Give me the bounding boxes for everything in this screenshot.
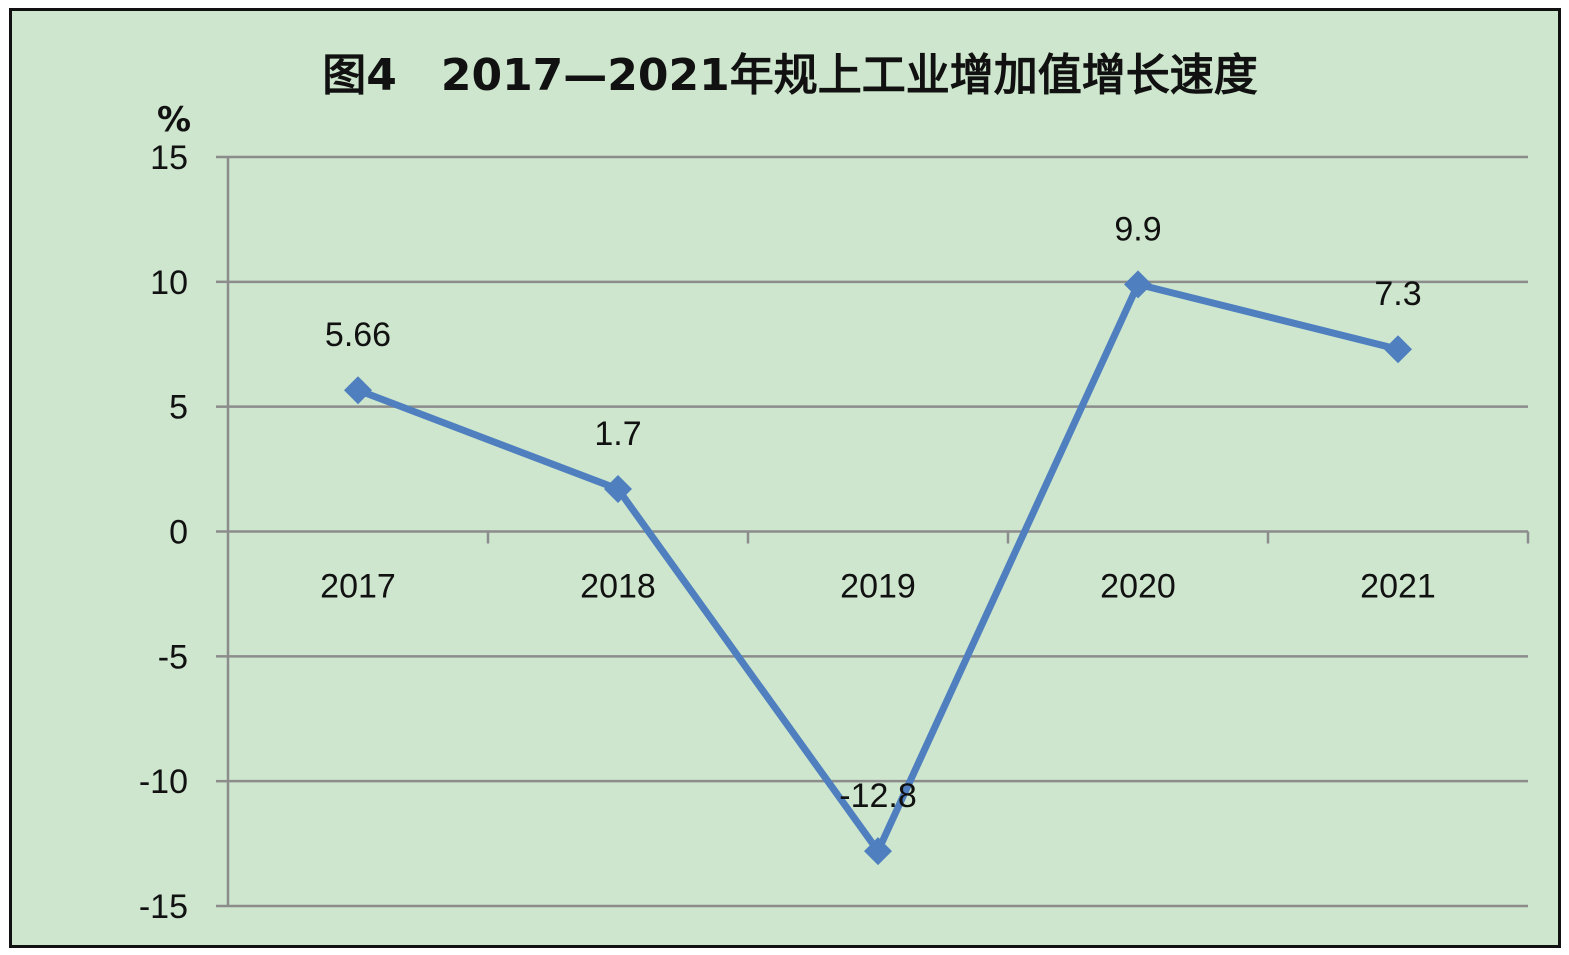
x-tick-label: 2021 xyxy=(1360,568,1436,606)
y-tick-label: 0 xyxy=(169,514,188,552)
y-tick-label: 15 xyxy=(150,139,188,177)
x-tick-label: 2020 xyxy=(1100,568,1176,606)
data-label: 1.7 xyxy=(594,415,641,453)
y-tick-label: -15 xyxy=(139,888,188,926)
gridlines xyxy=(228,155,1528,908)
axes xyxy=(216,155,1530,908)
x-tick-labels: 2017 2018 2019 2020 2021 xyxy=(320,568,1436,606)
data-point-marker xyxy=(604,475,632,504)
data-point-marker xyxy=(864,837,892,866)
y-tick-label: 5 xyxy=(169,389,188,427)
data-point-marker xyxy=(1384,335,1412,364)
x-tick-label: 2018 xyxy=(580,568,656,606)
y-tick-label: -10 xyxy=(139,763,188,801)
data-label: -12.8 xyxy=(839,777,917,815)
data-point-marker xyxy=(344,376,372,405)
y-axis-unit-label: % xyxy=(157,100,191,140)
x-tick-label: 2017 xyxy=(320,568,396,606)
data-series xyxy=(344,270,1412,866)
data-label: 7.3 xyxy=(1374,275,1421,313)
x-tick-label: 2019 xyxy=(840,568,916,606)
y-tick-label: -5 xyxy=(158,638,188,676)
data-point-marker xyxy=(1124,270,1152,299)
y-tick-label: 10 xyxy=(150,264,188,302)
chart-title: 图4 2017—2021年规上工业增加值增长速度 xyxy=(322,50,1258,101)
y-tick-labels: 15 10 5 0 -5 -10 -15 xyxy=(139,139,188,926)
data-labels: 5.66 1.7 -12.8 9.9 7.3 xyxy=(325,210,1422,815)
data-label: 9.9 xyxy=(1114,210,1161,248)
chart-frame xyxy=(9,8,1561,948)
data-label: 5.66 xyxy=(325,316,391,354)
